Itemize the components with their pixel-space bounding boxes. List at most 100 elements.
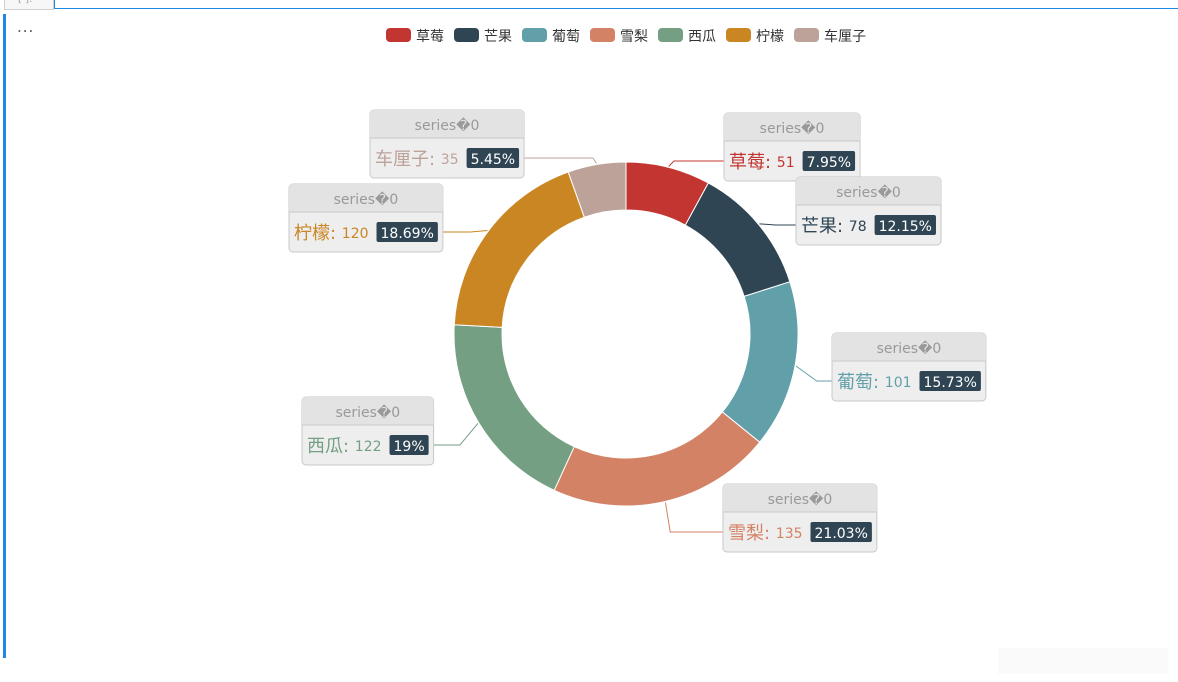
legend-label: 草莓 (416, 29, 444, 45)
percent-badge (466, 148, 520, 168)
legend-swatch (386, 28, 412, 42)
label-category-text: 西瓜 (307, 436, 343, 457)
label-series-name: series�0 (415, 117, 480, 134)
label-category-text: 雪梨 (728, 523, 764, 544)
legend-item-3[interactable]: 雪梨 (590, 28, 648, 45)
percent-badge (802, 151, 856, 171)
label-header (724, 113, 861, 141)
percent-label: 18.69% (381, 226, 434, 242)
leader-line-0 (668, 160, 724, 167)
percent-label: 12.15% (879, 219, 932, 235)
slice-label-1: series�0芒果: 78 12.15% (795, 176, 942, 246)
label-separator: : (343, 436, 349, 457)
percent-label: 21.03% (815, 526, 868, 542)
label-category-text: 芒果 (801, 216, 837, 237)
legend-swatch (590, 28, 616, 42)
slice-label-3: series�0 雪梨: 135 21.03% (722, 483, 878, 553)
cell-prompt: [ ]: (18, 0, 32, 5)
label-value: 51 (777, 155, 795, 171)
label-category: 葡萄: (837, 372, 879, 393)
leader-line-5 (442, 230, 488, 233)
leader-lines-group (433, 157, 832, 533)
label-category-text: 葡萄 (837, 372, 873, 393)
slice-1[interactable] (684, 182, 791, 298)
label-value: 101 (885, 375, 912, 391)
legend-item-1[interactable]: 芒果 (454, 28, 512, 45)
slice-6[interactable] (567, 161, 627, 218)
percent-badge (389, 435, 429, 455)
label-value: 135 (776, 526, 803, 542)
label-separator: : (837, 216, 843, 237)
label-header (796, 177, 941, 205)
label-separator: : (873, 372, 879, 393)
percent-badge (874, 215, 936, 235)
label-category-text: 车厘子 (375, 149, 429, 170)
label-category: 柠檬: (294, 223, 336, 244)
label-series-name: series�0 (760, 120, 825, 137)
label-value: 122 (355, 439, 382, 455)
label-series-name: series�0 (768, 491, 833, 508)
label-separator: : (330, 223, 336, 244)
legend-item-5[interactable]: 柠檬 (725, 28, 784, 45)
active-cell-indicator (3, 14, 6, 658)
slice-label-4: series�0西瓜: 122 19% (301, 396, 435, 466)
legend-label: 芒果 (484, 29, 512, 45)
legend-item-2[interactable]: 葡萄 (522, 28, 580, 45)
percent-label: 7.95% (807, 155, 851, 171)
legend-item-0[interactable]: 草莓 (386, 28, 444, 45)
legend-swatch (522, 28, 548, 42)
percent-badge (919, 371, 981, 391)
label-series-name: series�0 (334, 191, 399, 208)
legend-swatch (793, 28, 819, 42)
label-separator: : (765, 152, 771, 173)
leader-line-2 (795, 365, 832, 382)
label-value: 120 (342, 226, 369, 242)
output-collapse-toggle[interactable]: ... (17, 18, 35, 36)
slice-4[interactable] (453, 324, 575, 491)
leader-line-6 (524, 157, 597, 164)
label-header (289, 184, 443, 212)
slice-5[interactable] (453, 171, 585, 328)
legend: 草莓 芒果 葡萄 雪梨 西瓜 柠檬 车厘子 (386, 28, 866, 45)
legend-label: 西瓜 (688, 29, 716, 45)
percent-label: 5.45% (471, 152, 515, 168)
label-series-name: series�0 (335, 404, 400, 421)
legend-swatch (657, 28, 683, 42)
slice-label-0: series�0草莓: 51 7.95% (723, 112, 861, 182)
legend-label: 葡萄 (552, 29, 580, 45)
labels-group: series�0草莓: 51 7.95%series�0芒果: 78 12.15%ser… (288, 109, 987, 553)
label-value: 78 (849, 219, 867, 235)
label-category: 西瓜: (307, 436, 349, 457)
output-footer-area (998, 648, 1168, 674)
label-value: 35 (441, 152, 459, 168)
slice-label-5: series�0柠檬: 120 18.69% (288, 183, 444, 253)
label-category: 车厘子: (375, 149, 435, 170)
legend-label: 柠檬 (756, 29, 784, 45)
cell-input-area[interactable] (54, 0, 1178, 9)
leader-line-4 (433, 423, 479, 446)
legend-label: 车厘子 (824, 28, 866, 45)
slice-2[interactable] (721, 281, 799, 443)
label-series-name: series�0 (836, 184, 901, 201)
label-series-name: series�0 (877, 340, 942, 357)
label-separator: : (429, 149, 435, 170)
legend-label: 雪梨 (620, 29, 648, 45)
leader-line-1 (759, 223, 796, 226)
label-header (723, 484, 877, 512)
percent-label: 15.73% (924, 375, 977, 391)
percent-badge (810, 522, 872, 542)
label-category-text: 柠檬 (294, 223, 330, 244)
percent-badge (376, 222, 438, 242)
label-category: 草莓: (729, 152, 771, 173)
legend-item-4[interactable]: 西瓜 (657, 28, 716, 45)
label-header (302, 397, 434, 425)
label-category: 雪梨: (728, 523, 770, 544)
percent-label: 19% (394, 439, 425, 455)
label-category-text: 草莓 (729, 152, 765, 173)
leader-line-3 (664, 502, 723, 533)
legend-item-6[interactable]: 车厘子 (793, 28, 866, 45)
label-category: 芒果: (801, 216, 843, 237)
slice-label-2: series�0葡萄: 101 15.73% (831, 332, 987, 402)
